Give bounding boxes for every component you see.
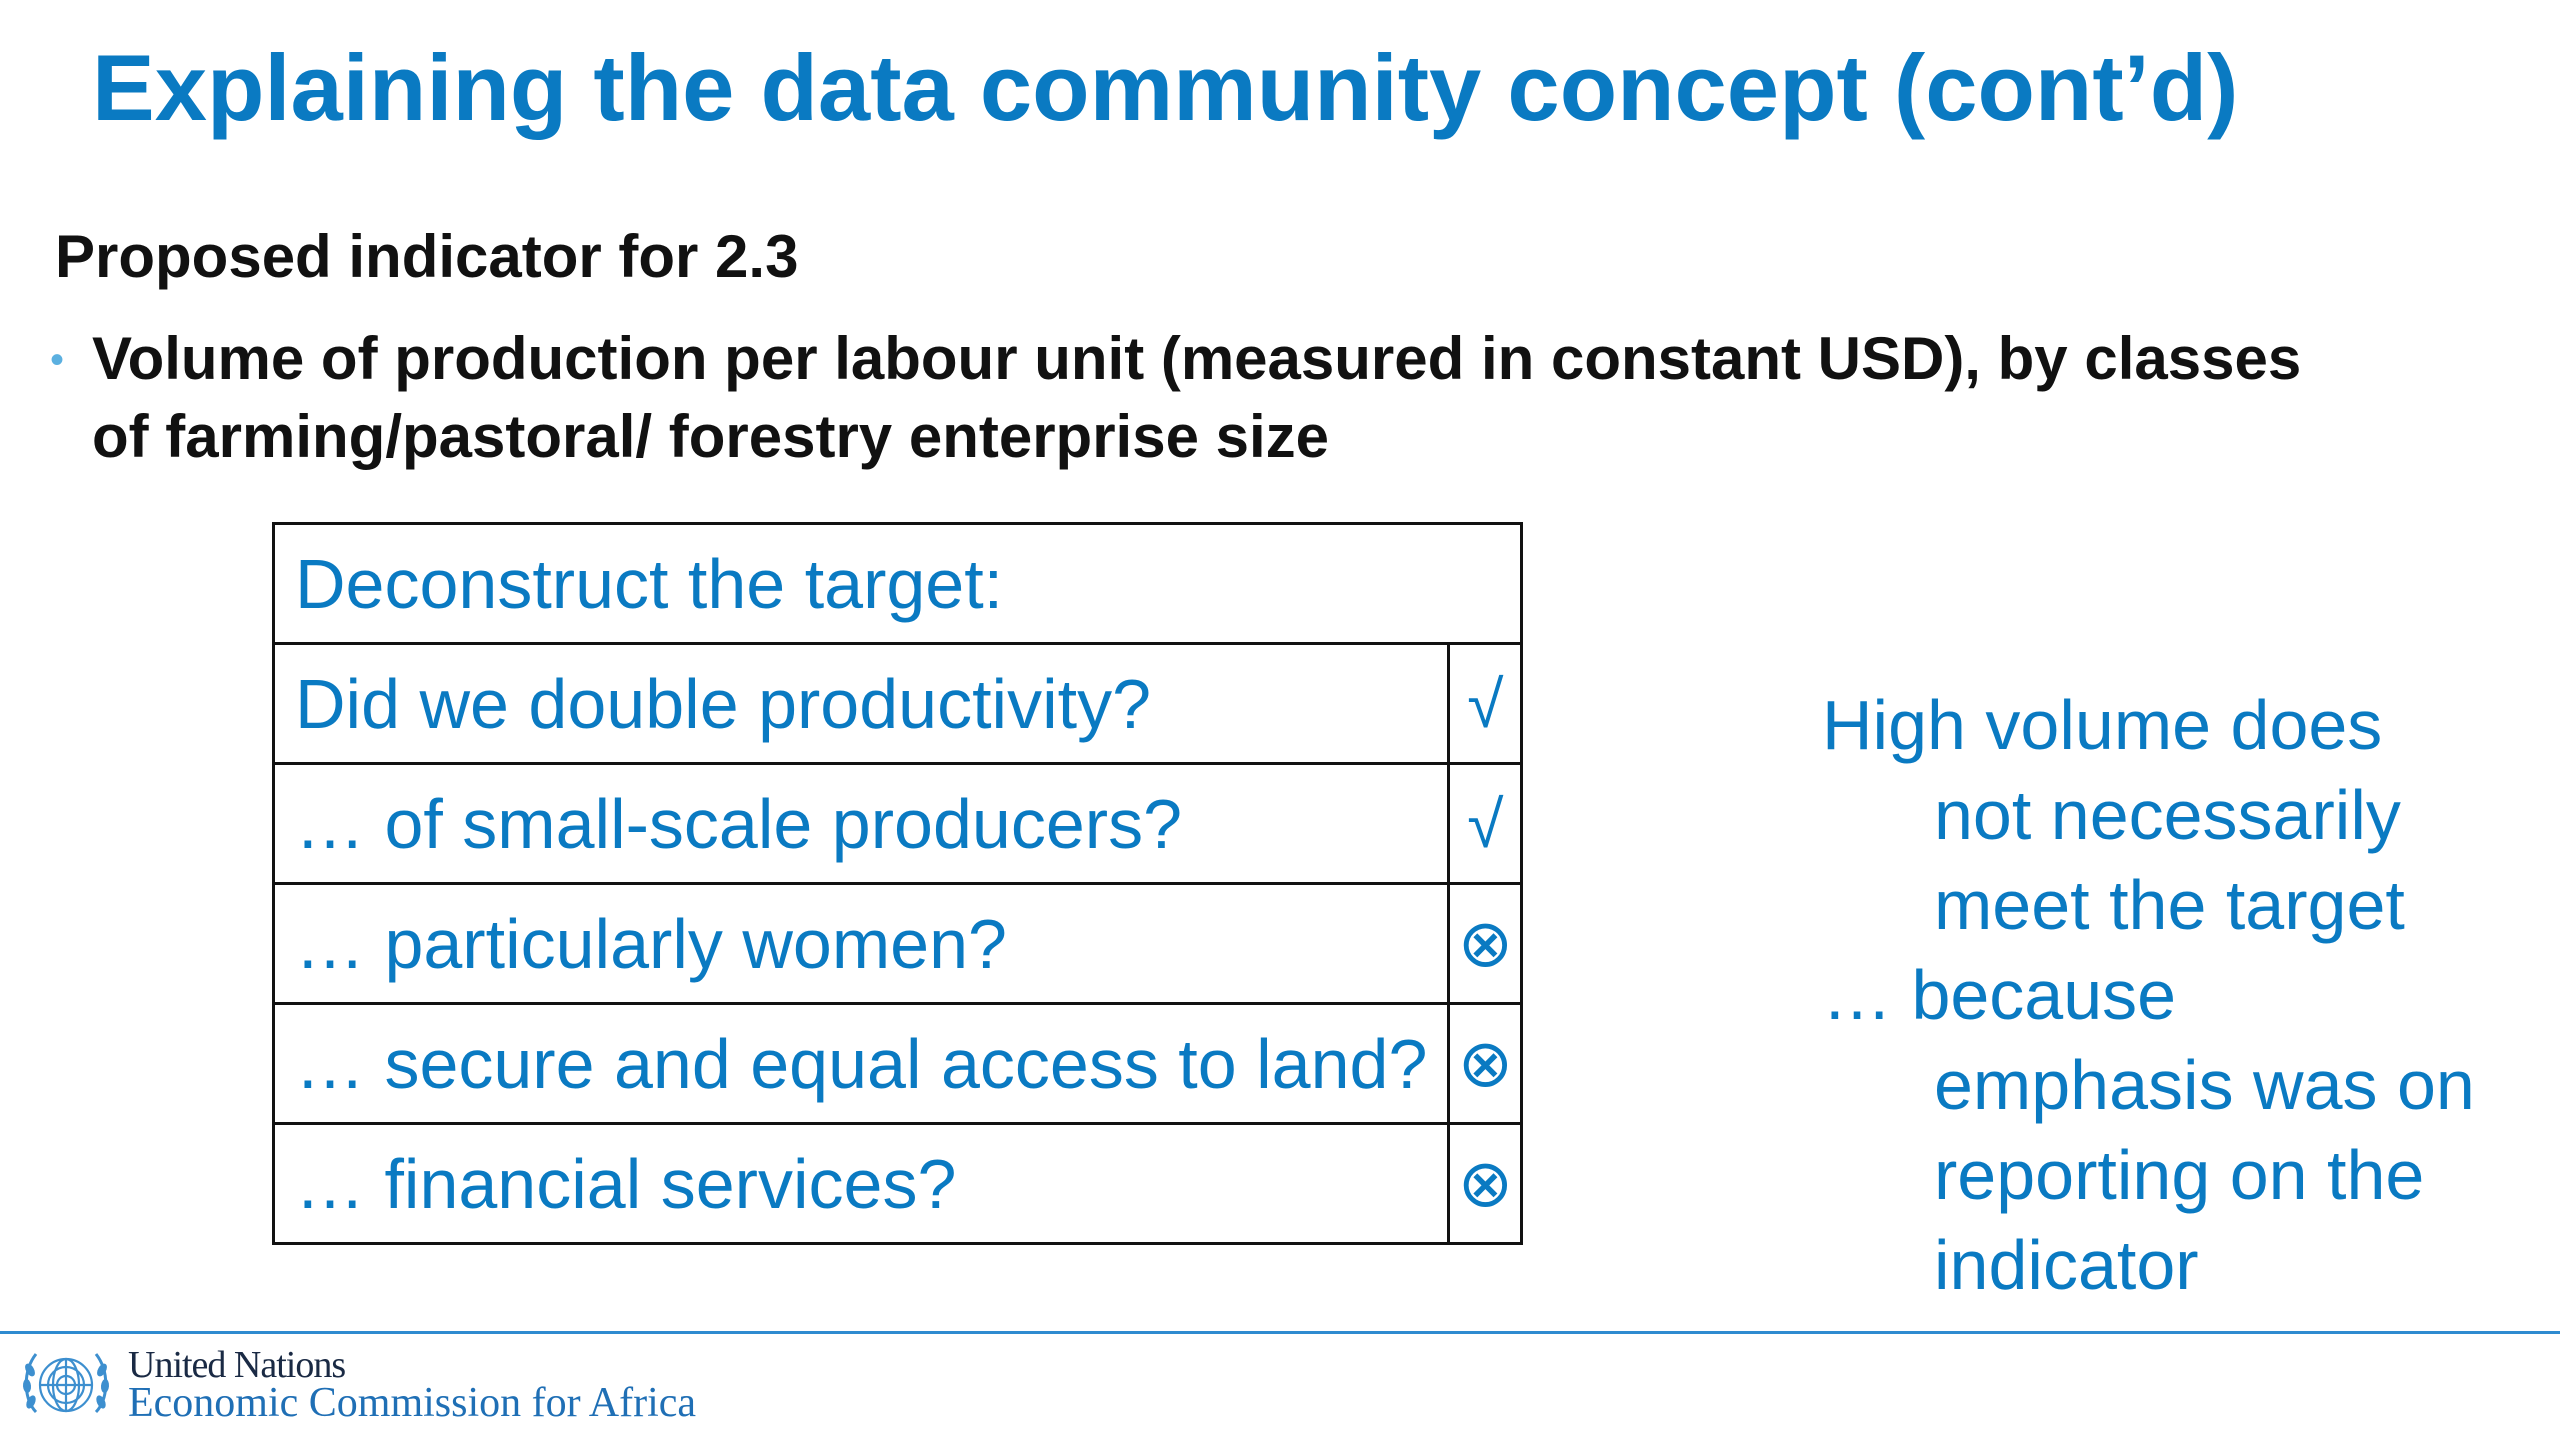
organization-name: United Nations Economic Commission for A…	[128, 1344, 697, 1426]
cross-circle-icon: ⊗	[1447, 1122, 1524, 1245]
bullet-dot-icon: •	[50, 338, 65, 382]
cross-circle-icon: ⊗	[1447, 1002, 1524, 1125]
table-row: … secure and equal access to land? ⊗	[271, 1002, 1524, 1125]
question-cell: … particularly women?	[271, 882, 1451, 1005]
side-note: High volume does not necessarily meet th…	[1822, 680, 2542, 1310]
cross-circle-icon: ⊗	[1447, 882, 1524, 1005]
table-row: … financial services? ⊗	[271, 1122, 1524, 1245]
un-emblem-icon	[22, 1353, 110, 1414]
note-line: reporting on the	[1934, 1136, 2425, 1214]
note-line: emphasis was on	[1934, 1046, 2475, 1124]
slide-title: Explaining the data community concept (c…	[92, 35, 2239, 140]
slide-subheading: Proposed indicator for 2.3	[55, 223, 799, 290]
org-line-2: Economic Commission for Africa	[128, 1380, 697, 1426]
table-row: Did we double productivity? √	[271, 642, 1524, 765]
bullet-line-2: of farming/pastoral/ forestry enterprise…	[92, 403, 1330, 470]
note-line: High volume does	[1822, 686, 2383, 764]
table-row: … of small-scale producers? √	[271, 762, 1524, 885]
checkmark-icon: √	[1447, 762, 1524, 885]
checkmark-icon: √	[1447, 642, 1524, 765]
bullet-text: Volume of production per labour unit (me…	[92, 320, 2492, 476]
deconstruct-table: Deconstruct the target: Did we double pr…	[271, 522, 1524, 1245]
org-line-1: United Nations	[128, 1344, 346, 1386]
note-line: meet the target	[1934, 866, 2405, 944]
note-line: indicator	[1934, 1226, 2199, 1304]
table-header-cell: Deconstruct the target:	[271, 522, 1524, 645]
question-cell: Did we double productivity?	[271, 642, 1451, 765]
question-cell: … of small-scale producers?	[271, 762, 1451, 885]
question-cell: … financial services?	[271, 1122, 1451, 1245]
bullet-line-1: Volume of production per labour unit (me…	[92, 325, 2302, 392]
note-line: … because	[1822, 956, 2177, 1034]
note-line: not necessarily	[1934, 776, 2401, 854]
table-header-row: Deconstruct the target:	[271, 522, 1524, 645]
table-row: … particularly women? ⊗	[271, 882, 1524, 1005]
footer-divider	[0, 1331, 2560, 1334]
question-cell: … secure and equal access to land?	[271, 1002, 1451, 1125]
